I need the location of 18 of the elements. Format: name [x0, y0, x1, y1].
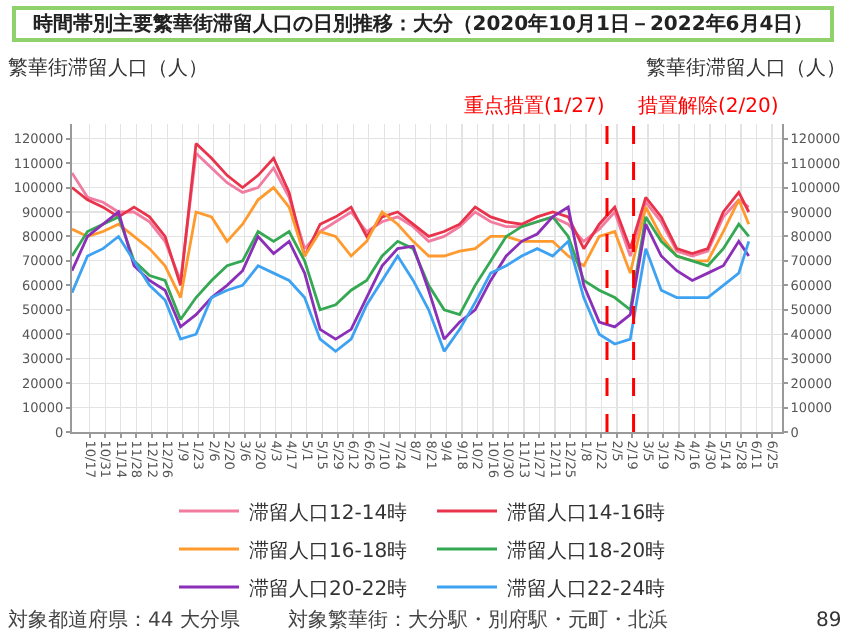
legend-label: 滞留人口22-24時 [507, 576, 666, 601]
line-series [72, 205, 751, 341]
line-series [72, 186, 751, 299]
y-axis-title: 繁華街滞留人口（人） [8, 56, 208, 80]
legend-label: 滞留人口12-14時 [249, 500, 408, 525]
ref-line-label: 措置解除(2/20) [638, 94, 779, 118]
legend-label: 滞留人口16-18時 [249, 538, 408, 563]
y2-axis-title: 繁華街滞留人口（人） [646, 56, 846, 80]
ref-line-label: 重点措置(1/27) [464, 94, 605, 118]
chart-title: 時間帯別主要繁華街滞留人口の日別推移：大分（2020年10月1日－2022年6月4日） [12, 6, 834, 42]
legend-label: 滞留人口20-22時 [249, 576, 408, 601]
line-series [72, 215, 751, 321]
legend-label: 滞留人口18-20時 [507, 538, 666, 563]
line-series [72, 235, 751, 353]
text: 89 [816, 610, 842, 632]
text: 対象都道府県：44 大分県 [8, 608, 240, 632]
legend-label: 滞留人口14-16時 [507, 500, 666, 525]
text: 対象繁華街：大分駅・別府駅・元町・北浜 [288, 608, 668, 632]
